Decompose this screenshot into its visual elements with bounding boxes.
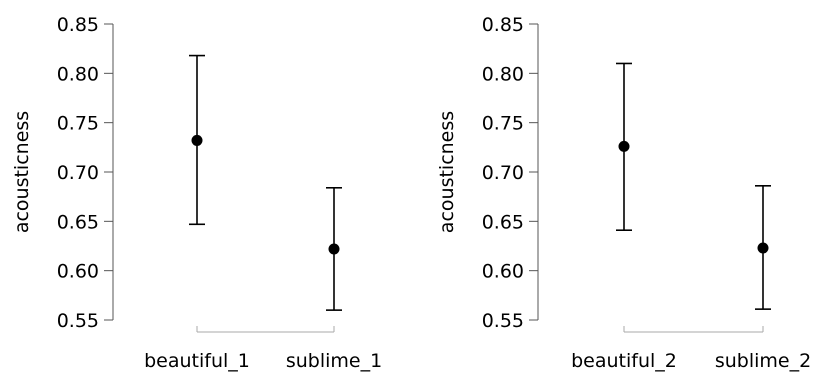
x-tick-label: beautiful_1 xyxy=(144,350,250,372)
chart-panel-2: 0.55 0.60 0.65 0.70 0.75 0.80 0.85 acousticness… xyxy=(436,14,811,372)
y-tick-label: 0.80 xyxy=(482,63,524,85)
y-tick-label: 0.60 xyxy=(57,261,99,283)
y-tick-label: 0.55 xyxy=(57,310,99,332)
y-tick-label: 0.60 xyxy=(482,261,524,283)
y-tick-label: 0.75 xyxy=(57,113,99,135)
y-tick-label: 0.55 xyxy=(482,310,524,332)
data-point xyxy=(328,243,340,255)
y-tick-label: 0.85 xyxy=(482,14,524,36)
x-tick-label: sublime_2 xyxy=(715,350,811,372)
y-tick-label: 0.85 xyxy=(57,14,99,36)
x-tick-label: sublime_1 xyxy=(286,350,382,372)
y-tick-label: 0.70 xyxy=(57,162,99,184)
y-tick-label: 0.65 xyxy=(482,211,524,233)
y-axis-label: acousticness xyxy=(436,111,458,233)
y-tick-label: 0.75 xyxy=(482,113,524,135)
y-axis-label: acousticness xyxy=(11,111,33,233)
data-point xyxy=(757,242,769,254)
x-tick-label: beautiful_2 xyxy=(571,350,677,372)
y-tick-label: 0.80 xyxy=(57,63,99,85)
y-tick-label: 0.65 xyxy=(57,211,99,233)
data-point xyxy=(191,134,203,146)
data-point xyxy=(618,140,630,152)
y-tick-label: 0.70 xyxy=(482,162,524,184)
chart-panel-1: 0.55 0.60 0.65 0.70 0.75 0.80 0.85 acousticness… xyxy=(11,14,382,372)
